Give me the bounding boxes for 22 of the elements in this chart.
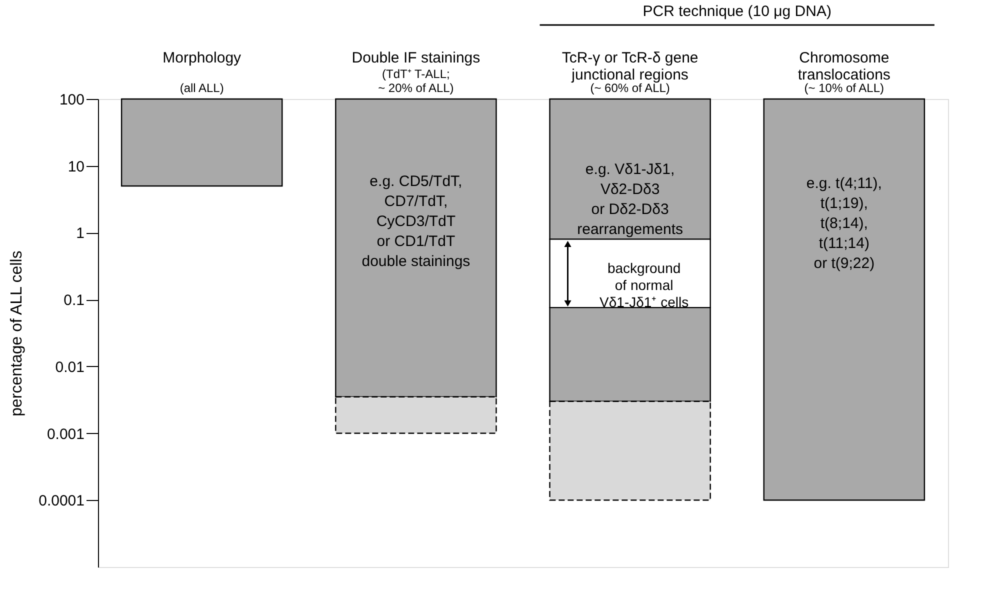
annotation: e.g. CD5/TdT, CD7/TdT, CyCD3/TdT or CD1/TdT double stainings — [362, 173, 470, 270]
y-tick-label: 0.001 — [46, 426, 84, 443]
y-tick-label: 100 — [59, 92, 84, 108]
annotation: e.g. Vδ1-Jδ1, Vδ2-Dδ3 or Dδ2-Dδ3 rearrangements — [577, 161, 683, 238]
annotation: e.g. t(4;11), t(1;19), t(8;14), t(11;14) or t(9;22) — [806, 175, 882, 272]
x-tick-label: Morphology — [162, 50, 242, 66]
text: PCR technique (10 μg DNA) — [642, 3, 832, 20]
x-tick-label: TcR-γ or TcR-δ gene junctional regions — [562, 50, 698, 84]
text: (TdT⁺ T-ALL; ~ 20% of ALL) — [378, 67, 454, 95]
y-tick-label: 0.0001 — [38, 492, 84, 510]
y-tick-label: 0.1 — [64, 292, 84, 310]
x-tick-label: Double IF stainings — [352, 50, 480, 66]
text: (all ALL) — [180, 81, 224, 95]
annotation: background of normal Vδ1-Jδ1⁺ cells — [600, 260, 689, 310]
text: (~ 10% of ALL) — [804, 81, 884, 95]
y-axis-title: percentage of ALL cells — [8, 250, 26, 416]
y-tick-label: 10 — [68, 158, 84, 176]
y-tick-label: 1 — [76, 225, 84, 242]
bar — [763, 98, 926, 501]
x-tick-label: Chromosome translocations — [798, 50, 890, 84]
y-tick-label: 0.01 — [55, 358, 84, 376]
bar — [120, 98, 283, 187]
